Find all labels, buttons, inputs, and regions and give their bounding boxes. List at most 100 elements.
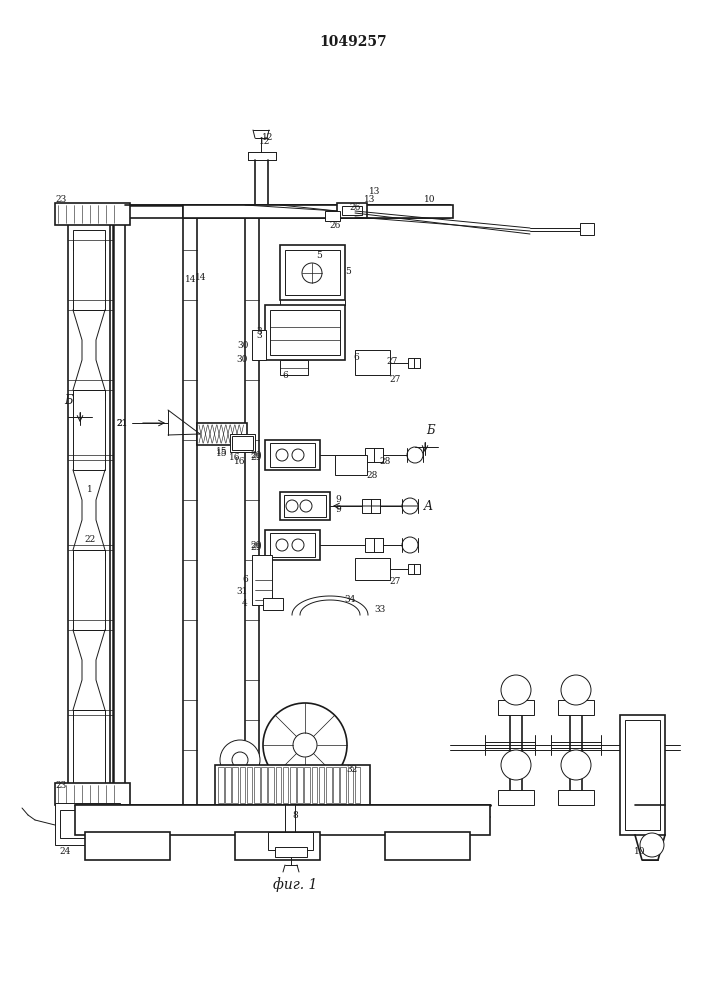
Circle shape	[276, 449, 288, 461]
Circle shape	[220, 740, 260, 780]
Circle shape	[292, 539, 304, 551]
Bar	[254, 767, 259, 803]
Bar	[73, 390, 105, 470]
Text: 6: 6	[243, 576, 248, 584]
Circle shape	[263, 703, 347, 787]
Text: 30: 30	[238, 340, 249, 350]
Bar	[558, 700, 594, 715]
Text: 21: 21	[117, 418, 128, 428]
Bar	[268, 832, 313, 850]
Bar	[319, 767, 325, 803]
Circle shape	[232, 752, 248, 768]
Text: 6: 6	[282, 370, 288, 379]
Circle shape	[561, 750, 591, 780]
Circle shape	[302, 263, 322, 283]
Bar	[73, 550, 105, 630]
Bar	[55, 783, 130, 805]
Circle shape	[300, 500, 312, 512]
Text: 10: 10	[634, 848, 645, 856]
Text: 12: 12	[259, 137, 271, 146]
Bar	[261, 767, 267, 803]
Circle shape	[276, 539, 288, 551]
Bar	[297, 767, 303, 803]
Bar	[280, 492, 330, 520]
Text: 23: 23	[55, 780, 66, 790]
Bar	[625, 720, 660, 830]
Bar	[355, 558, 390, 580]
Bar	[265, 305, 345, 360]
Bar	[252, 555, 272, 605]
Text: 16: 16	[229, 452, 241, 462]
Text: 9: 9	[335, 495, 341, 504]
Text: 28: 28	[366, 471, 378, 480]
Text: 27: 27	[390, 375, 401, 384]
Bar	[365, 538, 383, 552]
Bar	[325, 211, 340, 221]
Bar	[270, 533, 315, 557]
Text: 22: 22	[84, 536, 95, 544]
Text: 14: 14	[185, 275, 197, 284]
Bar	[312, 767, 317, 803]
Bar	[85, 832, 170, 860]
Bar	[283, 767, 288, 803]
Bar	[620, 715, 665, 835]
Text: 33: 33	[375, 605, 385, 614]
Circle shape	[402, 537, 418, 553]
Bar	[232, 436, 253, 450]
Bar	[55, 203, 130, 225]
Text: 3: 3	[257, 328, 262, 336]
Bar	[197, 423, 247, 445]
Text: 3: 3	[257, 330, 262, 340]
Text: 32: 32	[346, 766, 358, 774]
Text: 5: 5	[345, 267, 351, 276]
Bar	[73, 230, 105, 310]
Bar	[290, 767, 296, 803]
Bar	[498, 790, 534, 805]
Text: 31: 31	[237, 587, 248, 596]
Bar	[270, 310, 340, 355]
Bar	[558, 790, 594, 805]
Text: Б: Б	[426, 424, 434, 436]
Bar	[280, 360, 308, 375]
Bar	[335, 455, 367, 475]
Text: 15: 15	[216, 448, 228, 458]
Text: 13: 13	[364, 196, 375, 205]
Text: 6: 6	[353, 353, 359, 361]
Bar	[280, 245, 345, 300]
Bar	[333, 767, 339, 803]
Text: 12: 12	[262, 133, 274, 142]
Text: 26: 26	[349, 202, 361, 212]
Bar	[60, 810, 115, 838]
Bar	[342, 206, 362, 215]
Text: фиг. 1: фиг. 1	[273, 878, 317, 892]
Bar	[498, 700, 534, 715]
Bar	[55, 803, 120, 845]
Circle shape	[402, 498, 418, 514]
Text: 5: 5	[316, 250, 322, 259]
Bar	[270, 443, 315, 467]
Bar	[218, 767, 223, 803]
Bar	[233, 767, 238, 803]
Bar	[73, 710, 105, 790]
Circle shape	[286, 500, 298, 512]
Bar	[215, 765, 370, 805]
Bar	[348, 767, 353, 803]
Bar	[235, 832, 320, 860]
Text: 28: 28	[380, 458, 391, 466]
Text: 29: 29	[250, 450, 262, 460]
Text: 34: 34	[344, 595, 356, 604]
Text: 14: 14	[195, 273, 206, 282]
Bar	[252, 330, 266, 360]
Bar	[365, 448, 383, 462]
Text: 23: 23	[55, 196, 66, 205]
Text: A: A	[423, 499, 433, 512]
Bar	[269, 767, 274, 803]
Text: 1049257: 1049257	[319, 35, 387, 49]
Text: 10: 10	[424, 196, 436, 205]
Bar	[265, 530, 320, 560]
Circle shape	[407, 447, 423, 463]
Bar	[263, 598, 283, 610]
Text: 9: 9	[335, 506, 341, 514]
Circle shape	[292, 449, 304, 461]
Bar	[226, 767, 230, 803]
